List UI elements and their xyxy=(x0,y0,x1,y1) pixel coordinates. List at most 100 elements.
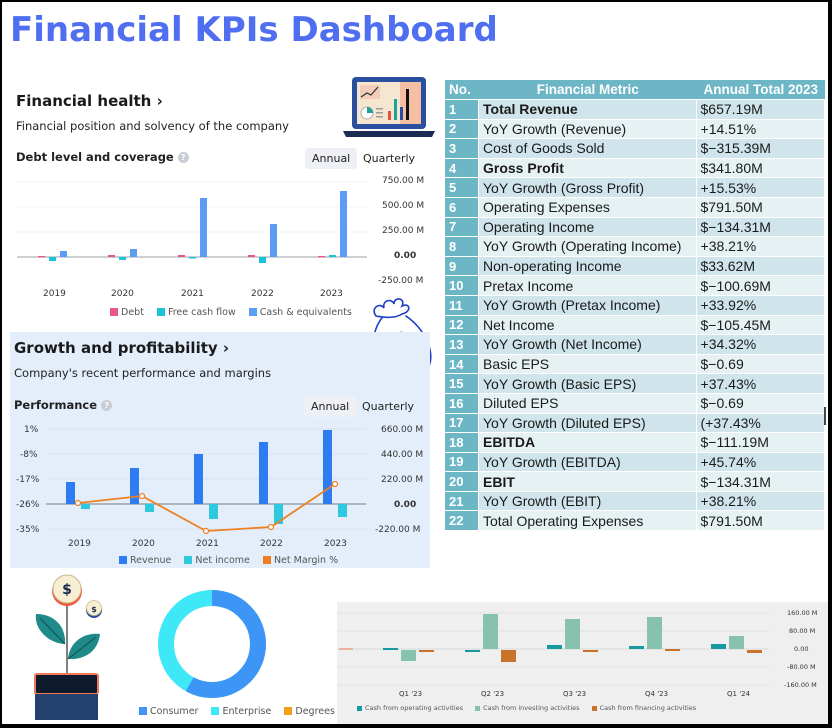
row-number: 6 xyxy=(445,197,479,218)
text-cursor xyxy=(824,407,826,425)
metric-value: (+37.43% xyxy=(696,413,825,434)
metric-name: YoY Growth (Diluted EPS) xyxy=(479,413,697,434)
row-number: 17 xyxy=(445,413,479,434)
x-tick: 2021 xyxy=(181,289,204,299)
metric-value: $−315.39M xyxy=(696,139,825,159)
legend-free-cash-flow[interactable]: Free cash flow xyxy=(156,307,236,318)
metric-name: Operating Expenses xyxy=(479,197,697,218)
metric-value: +33.92% xyxy=(696,295,825,316)
legend-consumer[interactable]: Consumer xyxy=(139,706,198,717)
growth-profitability-title[interactable]: Growth and profitability › xyxy=(14,339,230,357)
legend-financing[interactable]: Cash from financing activities xyxy=(591,704,696,712)
y-left-tick: -8% xyxy=(20,450,38,460)
segment-donut-chart xyxy=(158,590,266,698)
kpi-table-row: 17 YoY Growth (Diluted EPS) (+37.43% xyxy=(445,413,825,434)
legend-swatch xyxy=(284,707,293,715)
metric-value: $33.62M xyxy=(696,256,825,277)
x-tick: 2019 xyxy=(68,539,91,549)
donut-legend: Consumer Enterprise Degrees xyxy=(139,706,345,717)
legend-net-income[interactable]: Net income xyxy=(184,555,250,566)
kpi-table-row: 16 Diluted EPS $−0.69 xyxy=(445,393,825,414)
cash-flow-chart xyxy=(337,612,769,686)
metric-name: YoY Growth (Pretax Income) xyxy=(479,295,697,316)
legend-debt[interactable]: Debt xyxy=(110,307,144,318)
metric-name: Total Revenue xyxy=(479,100,697,120)
kpi-table-row: 14 Basic EPS $−0.69 xyxy=(445,354,825,375)
performance-chart-label-text: Performance xyxy=(14,398,98,412)
help-icon[interactable]: ? xyxy=(177,152,189,163)
metric-value: $657.19M xyxy=(696,100,825,120)
y-right-tick: 440.00 M xyxy=(381,450,424,460)
metric-name: YoY Growth (Net Income) xyxy=(479,335,697,355)
x-tick: 2023 xyxy=(324,539,347,549)
kpi-table-row: 5 YoY Growth (Gross Profit) +15.53% xyxy=(445,178,825,198)
legend-degrees[interactable]: Degrees xyxy=(284,706,335,717)
annual-toggle[interactable]: Annual xyxy=(304,396,357,417)
financial-health-title[interactable]: Financial health › xyxy=(16,92,163,110)
metric-name: Operating Income xyxy=(479,217,697,238)
debt-coverage-chart xyxy=(17,181,367,263)
metric-name: YoY Growth (EBIT) xyxy=(479,491,697,512)
kpi-table-row: 18 EBITDA $−111.19M xyxy=(445,433,825,453)
legend-swatch xyxy=(475,706,481,711)
metric-name: Cost of Goods Sold xyxy=(479,139,697,159)
legend-operating[interactable]: Cash from operating activities xyxy=(357,704,463,712)
y-tick: 0.00 xyxy=(394,251,417,261)
y-tick: 0.00 xyxy=(794,645,809,653)
metric-value: +45.74% xyxy=(696,452,825,473)
annual-toggle[interactable]: Annual xyxy=(305,148,358,169)
metric-name: YoY Growth (Operating Income) xyxy=(479,237,697,257)
x-tick: 2023 xyxy=(320,289,343,299)
metric-value: +15.53% xyxy=(696,178,825,198)
y-right-tick: -220.00 M xyxy=(375,525,421,535)
row-number: 22 xyxy=(445,511,479,532)
legend-revenue[interactable]: Revenue xyxy=(119,555,171,566)
kpi-table-row: 22 Total Operating Expenses $791.50M xyxy=(445,511,825,532)
metric-name: Gross Profit xyxy=(479,158,697,179)
kpi-table-row: 9 Non-operating Income $33.62M xyxy=(445,256,825,277)
help-icon[interactable]: ? xyxy=(101,400,113,411)
row-number: 7 xyxy=(445,217,479,238)
metric-name: YoY Growth (Gross Profit) xyxy=(479,178,697,198)
metric-name: Basic EPS xyxy=(479,354,697,375)
row-number: 13 xyxy=(445,335,479,355)
metric-value: +38.21% xyxy=(696,491,825,512)
x-tick: Q4 '23 xyxy=(645,690,669,698)
kpi-table-row: 12 Net Income $−105.45M xyxy=(445,315,825,336)
legend-swatch xyxy=(110,308,118,316)
row-number: 3 xyxy=(445,139,479,159)
performance-chart-legend: Revenue Net income Net Margin % xyxy=(119,555,348,566)
y-tick: -80.00 M xyxy=(787,663,816,671)
metric-name: Net Income xyxy=(479,315,697,336)
legend-swatch xyxy=(184,556,193,564)
kpi-table: No. Financial Metric Annual Total 2023 1… xyxy=(445,80,825,532)
y-tick: 750.00 M xyxy=(382,176,425,186)
legend-cash-equivalents[interactable]: Cash & equivalents xyxy=(248,307,352,318)
row-number: 12 xyxy=(445,315,479,336)
row-number: 11 xyxy=(445,295,479,316)
metric-value: $−0.69 xyxy=(696,393,825,414)
kpi-table-row: 15 YoY Growth (Basic EPS) +37.43% xyxy=(445,374,825,394)
legend-investing[interactable]: Cash from investing activities xyxy=(475,704,580,712)
cash-flow-panel xyxy=(337,602,828,724)
legend-net-margin[interactable]: Net Margin % xyxy=(262,555,338,566)
x-tick: 2021 xyxy=(196,539,219,549)
metric-name: Diluted EPS xyxy=(479,393,697,414)
quarterly-toggle[interactable]: Quarterly xyxy=(363,152,416,165)
performance-chart xyxy=(46,428,366,535)
metric-value: +37.43% xyxy=(696,374,825,394)
y-right-tick: 0.00 xyxy=(394,500,417,510)
legend-swatch xyxy=(591,706,597,711)
x-tick: 2022 xyxy=(251,289,274,299)
legend-enterprise[interactable]: Enterprise xyxy=(211,706,271,717)
row-number: 15 xyxy=(445,374,479,394)
quarterly-toggle[interactable]: Quarterly xyxy=(362,400,415,413)
header-no: No. xyxy=(445,80,479,100)
y-left-tick: -26% xyxy=(16,500,40,510)
page-title: Financial KPIs Dashboard xyxy=(10,10,498,50)
metric-value: $−0.69 xyxy=(696,354,825,375)
row-number: 10 xyxy=(445,276,479,296)
metric-name: Total Operating Expenses xyxy=(479,511,697,532)
row-number: 16 xyxy=(445,393,479,414)
y-tick: -160.00 M xyxy=(784,681,817,689)
